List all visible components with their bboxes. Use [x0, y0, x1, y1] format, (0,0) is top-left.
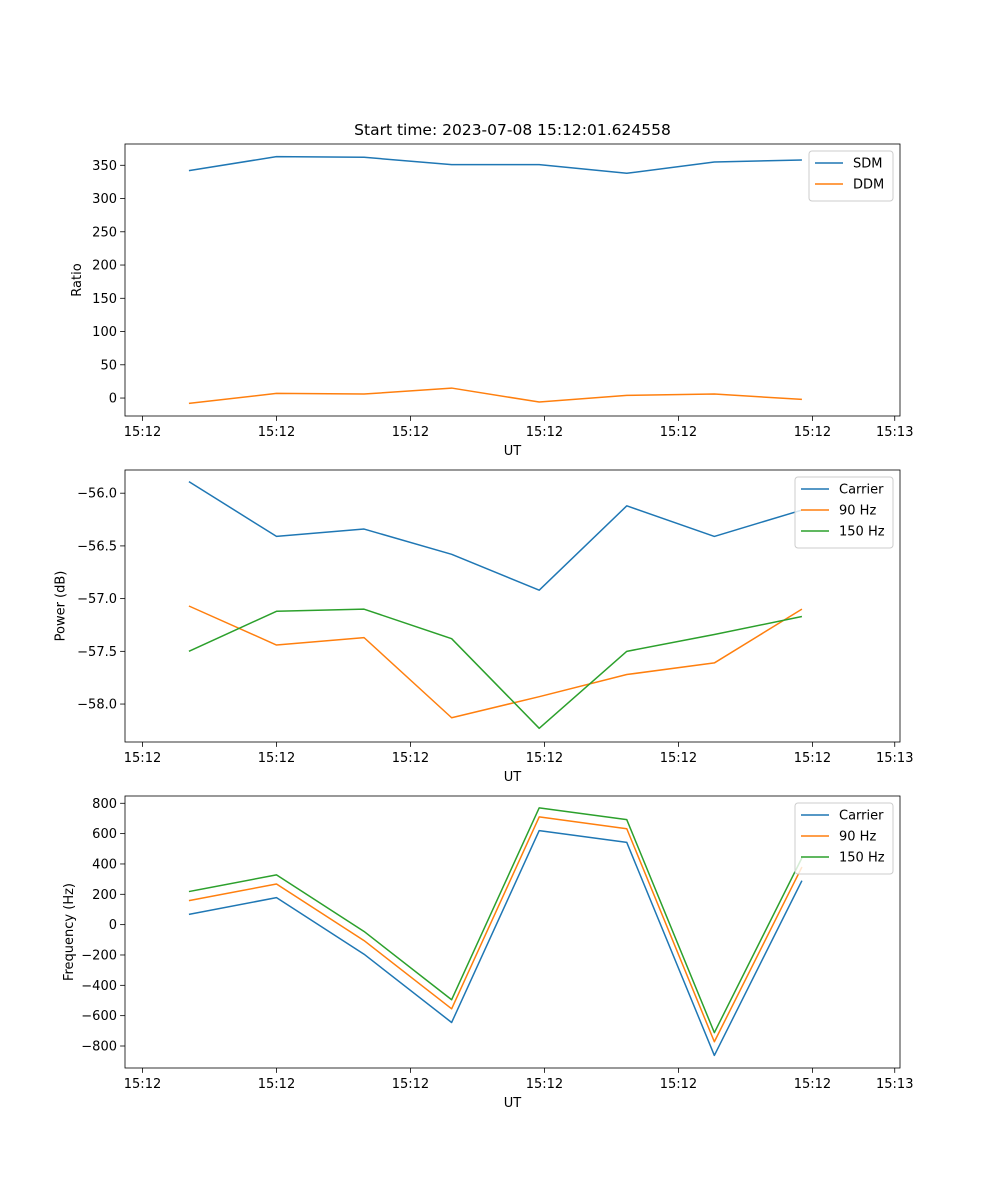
- y-tick-label: 350: [92, 159, 117, 174]
- chart-panel-1: 15:12 15:12 15:12 15:12 15:12 15:12 15:13 0 50 10…: [70, 121, 913, 459]
- legend-label: Carrier: [839, 809, 884, 824]
- y-axis-label: Ratio: [70, 263, 85, 296]
- series-line-carrier: [188, 829, 803, 1057]
- y-tick-label: 300: [92, 192, 117, 207]
- y-tick-label: −400: [81, 979, 117, 994]
- y-tick-label: 400: [92, 857, 117, 872]
- chart-panel-3: 15:12 15:12 15:12 15:12 15:12 15:12 15:13 −800 −…: [62, 795, 913, 1111]
- x-tick-label: 15:12: [794, 751, 831, 766]
- x-tick-label: 15:12: [392, 425, 429, 440]
- x-tick-label: 15:12: [392, 1077, 429, 1092]
- y-tick-label: −200: [81, 948, 117, 963]
- y-tick-label: 0: [109, 918, 117, 933]
- y-tick-label: 250: [92, 225, 117, 240]
- legend: Carrier 90 Hz 150 Hz: [794, 802, 894, 875]
- x-axis-label: UT: [504, 444, 522, 459]
- y-tick-label: 100: [92, 325, 117, 340]
- y-tick-label: −57.0: [77, 592, 117, 607]
- series-line-sdm: [188, 155, 802, 175]
- x-tick-label: 15:12: [258, 425, 295, 440]
- y-tick-label: −57.5: [77, 645, 117, 660]
- x-tick-label: 15:12: [794, 425, 831, 440]
- y-tick-label: 50: [100, 358, 117, 373]
- y-tick-label: 150: [92, 292, 117, 307]
- x-tick-label: 15:12: [124, 1077, 161, 1092]
- chart-panel-2: 15:12 15:12 15:12 15:12 15:12 15:12 15:13 −58.0…: [54, 469, 913, 785]
- chart-title: Start time: 2023-07-08 15:12:01.624558: [354, 121, 671, 139]
- y-tick-label: −56.0: [77, 487, 117, 502]
- x-axis-label: UT: [504, 1096, 522, 1111]
- axes-frame: [124, 795, 901, 1069]
- legend-label: 150 Hz: [839, 851, 885, 866]
- series-line-90-hz: [188, 816, 803, 1043]
- y-tick-label: 0: [109, 392, 117, 407]
- legend-label: DDM: [853, 178, 884, 193]
- x-tick-label: 15:12: [660, 425, 697, 440]
- axes-frame: [124, 469, 901, 743]
- series-line-150-hz: [188, 807, 803, 1034]
- x-tick-label: 15:12: [526, 751, 563, 766]
- x-tick-label: 15:12: [526, 425, 563, 440]
- legend-label: Carrier: [839, 483, 884, 498]
- x-tick-label: 15:12: [526, 1077, 563, 1092]
- x-tick-label: 15:12: [124, 751, 161, 766]
- y-tick-label: 800: [92, 797, 117, 812]
- x-tick-label: 15:12: [794, 1077, 831, 1092]
- legend-label: SDM: [853, 157, 882, 172]
- series-line-carrier: [188, 480, 803, 591]
- y-tick-label: −58.0: [77, 698, 117, 713]
- x-axis-label: UT: [504, 770, 522, 785]
- x-tick-label: 15:12: [392, 751, 429, 766]
- series-line-ddm: [188, 387, 802, 405]
- x-tick-label: 15:12: [258, 1077, 295, 1092]
- x-tick-label: 15:12: [660, 1077, 697, 1092]
- y-tick-label: −600: [81, 1009, 117, 1024]
- series-line-150-hz: [188, 608, 803, 730]
- series-line-90-hz: [188, 605, 803, 719]
- legend-label: 150 Hz: [839, 525, 885, 540]
- legend-label: 90 Hz: [839, 830, 876, 845]
- y-tick-label: −800: [81, 1040, 117, 1055]
- x-tick-label: 15:13: [876, 751, 913, 766]
- y-tick-label: 200: [92, 259, 117, 274]
- y-tick-label: 600: [92, 827, 117, 842]
- x-tick-label: 15:12: [660, 751, 697, 766]
- y-axis-label: Frequency (Hz): [62, 883, 77, 981]
- legend-label: 90 Hz: [839, 504, 876, 519]
- x-tick-label: 15:12: [258, 751, 295, 766]
- x-tick-label: 15:13: [876, 425, 913, 440]
- y-tick-label: −56.5: [77, 539, 117, 554]
- x-tick-label: 15:13: [876, 1077, 913, 1092]
- axes-frame: [124, 143, 901, 417]
- y-tick-label: 200: [92, 888, 117, 903]
- legend: SDM DDM: [808, 150, 894, 202]
- y-axis-label: Power (dB): [54, 571, 69, 642]
- x-tick-label: 15:12: [124, 425, 161, 440]
- legend: Carrier 90 Hz 150 Hz: [794, 476, 894, 549]
